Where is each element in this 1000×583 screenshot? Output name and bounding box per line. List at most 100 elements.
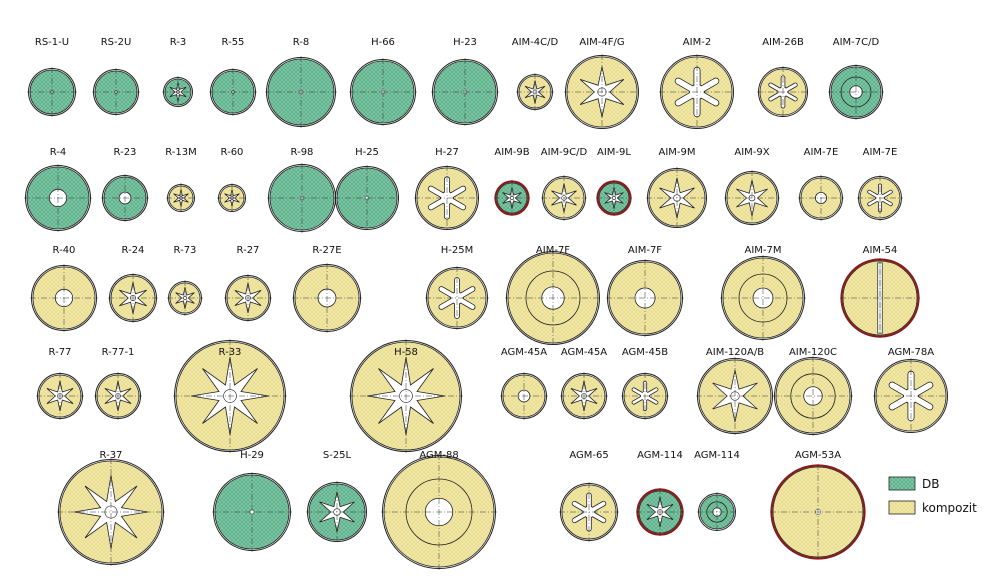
grain-aim-7c-d: AIM-7C/D xyxy=(828,37,884,120)
grain-r-33: R-33 xyxy=(173,339,287,453)
grain-aim-26b: AIM-26B xyxy=(757,37,809,118)
grain-aim-120c: AIM-120C xyxy=(773,347,853,436)
grain-label: S-25L xyxy=(323,450,352,461)
grain-label: R-40 xyxy=(53,245,76,256)
row-3: R-40 R-24 R-73 R-27 R-27E H-25M AIM-7F AIM-7F AI… xyxy=(30,245,920,346)
grain-aim-7f: AIM-7F xyxy=(606,245,684,337)
grain-h-58: H-58 xyxy=(349,339,463,453)
grain-label: H-66 xyxy=(371,37,395,48)
grain-rs-2u: RS-2U xyxy=(92,37,140,116)
grain-label: AIM-120C xyxy=(789,347,837,358)
grain-label: AIM-26B xyxy=(762,37,804,48)
grain-label: AGM-114 xyxy=(637,450,683,461)
grain-label: AIM-7F xyxy=(628,245,662,256)
grain-r-3: R-3 xyxy=(162,37,194,108)
grain-h-27: H-27 xyxy=(414,147,480,231)
legend-item-db: DB xyxy=(888,476,939,491)
grain-h-25m: H-25M xyxy=(425,245,489,330)
grain-label: AGM-78A xyxy=(888,347,934,358)
grain-label: H-25 xyxy=(355,147,379,158)
grain-r-73: R-73 xyxy=(167,245,203,316)
grain-label: AIM-2 xyxy=(683,37,711,48)
grain-label: R-27 xyxy=(237,245,260,256)
grain-r-27: R-27 xyxy=(224,245,272,322)
grain-label: AGM-45A xyxy=(501,347,547,358)
row-5: R-37 H-29 S-25L AGM-88 AGM-65 AGM-114 AGM-114 A… xyxy=(57,450,866,570)
grain-label: R-37 xyxy=(100,450,123,461)
grain-label: AIM-7E xyxy=(804,147,839,158)
grain-label: AIM-9B xyxy=(494,147,529,158)
grain-label: R-13M xyxy=(165,147,197,158)
grain-agm-114: AGM-114 xyxy=(694,450,740,532)
grain-label: AGM-45A xyxy=(561,347,607,358)
row-2: R-4 R-23 R-13M R-60 R-98 H-25 H-27 AIM-9B AIM-9C… xyxy=(24,147,903,233)
grain-r-60: R-60 xyxy=(217,147,247,213)
grain-r-8: R-8 xyxy=(265,37,337,128)
grain-agm-65: AGM-65 xyxy=(559,450,619,542)
grain-label: AIM-120A/B xyxy=(706,347,764,358)
grain-aim-9m: AIM-9M xyxy=(646,147,708,229)
grain-aim-9l: AIM-9L xyxy=(596,147,632,216)
grain-label: AIM-4C/D xyxy=(512,37,559,48)
grain-label: R-77 xyxy=(49,347,72,358)
grain-aim-9x: AIM-9X xyxy=(724,147,780,226)
grain-label: R-55 xyxy=(222,37,245,48)
grain-label: R-24 xyxy=(122,245,145,256)
grain-aim-4f-g: AIM-4F/G xyxy=(564,37,640,130)
grain-r-40: R-40 xyxy=(30,245,98,332)
grain-aim-2: AIM-2 xyxy=(659,37,735,130)
grain-h-23: H-23 xyxy=(431,37,499,126)
grain-agm-53a: AGM-53A xyxy=(770,450,866,560)
grain-label: AIM-7M xyxy=(744,245,781,256)
grain-label: H-27 xyxy=(435,147,459,158)
grain-label: AGM-114 xyxy=(694,450,740,461)
grain-label: AGM-45B xyxy=(622,347,668,358)
legend-label-kompozit: kompozit xyxy=(922,501,977,515)
grain-aim-9c-d: AIM-9C/D xyxy=(541,147,588,221)
grain-r-24: R-24 xyxy=(108,245,158,323)
grain-aim-9b: AIM-9B xyxy=(494,147,530,216)
grain-agm-114: AGM-114 xyxy=(636,450,684,536)
grain-label: AIM-9C/D xyxy=(541,147,588,158)
grain-h-25: H-25 xyxy=(334,147,400,231)
legend: DB kompozit xyxy=(888,476,977,515)
grain-label: R-27E xyxy=(312,245,341,256)
grain-label: H-23 xyxy=(453,37,477,48)
grain-label: R-3 xyxy=(170,37,187,48)
grain-label: AIM-4F/G xyxy=(579,37,624,48)
grain-agm-78a: AGM-78A xyxy=(873,347,949,434)
row-1: RS-1-U RS-2U R-3 R-55 R-8 H-66 H-23 AIM-4C/D AIM… xyxy=(27,37,884,130)
grain-aim-7e: AIM-7E xyxy=(857,147,903,221)
grain-label: R-23 xyxy=(114,147,137,158)
grain-label: AIM-54 xyxy=(863,245,898,256)
grain-label: H-58 xyxy=(394,347,418,358)
grain-label: R-98 xyxy=(291,147,314,158)
grain-label: R-4 xyxy=(50,147,67,158)
grain-rs-1-u: RS-1-U xyxy=(27,37,77,117)
grain-r-77: R-77 xyxy=(36,347,84,420)
grain-r-77-1: R-77-1 xyxy=(94,347,142,420)
grain-agm-88: AGM-88 xyxy=(381,450,497,570)
grain-label: AGM-53A xyxy=(795,450,841,461)
grain-label: AIM-7C/D xyxy=(833,37,880,48)
grain-label: AIM-7E xyxy=(863,147,898,158)
grain-label: AIM-9M xyxy=(658,147,695,158)
grain-h-66: H-66 xyxy=(349,37,417,126)
grain-agm-45b: AGM-45B xyxy=(621,347,669,420)
grain-label: R-60 xyxy=(221,147,244,158)
grain-agm-45a: AGM-45A xyxy=(500,347,548,420)
grain-r-23: R-23 xyxy=(101,147,149,222)
legend-label-db: DB xyxy=(922,477,939,491)
grain-label: AGM-65 xyxy=(569,450,608,461)
grain-label: H-29 xyxy=(240,450,264,461)
grain-aim-7e: AIM-7E xyxy=(798,147,844,221)
grain-label: R-73 xyxy=(174,245,197,256)
grain-r-4: R-4 xyxy=(24,147,92,232)
grain-r-98: R-98 xyxy=(267,147,337,233)
grain-r-27e: R-27E xyxy=(292,245,362,333)
grain-label: R-77-1 xyxy=(102,347,135,358)
grain-aim-7f: AIM-7F xyxy=(505,245,601,346)
grain-label: RS-2U xyxy=(101,37,132,48)
grain-label: RS-1-U xyxy=(35,37,69,48)
